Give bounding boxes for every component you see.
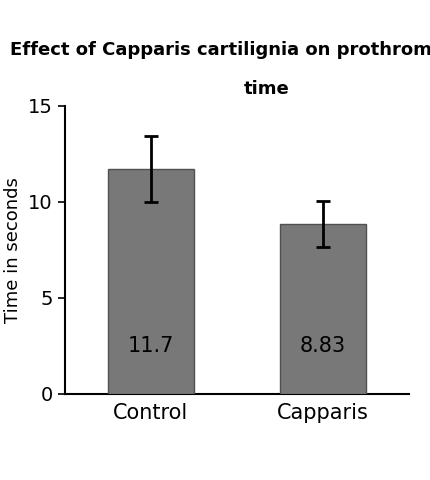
Text: 8.83: 8.83: [299, 336, 346, 356]
Text: time: time: [244, 80, 289, 98]
Text: Effect of Capparis cartilignia on prothrombin: Effect of Capparis cartilignia on prothr…: [10, 41, 430, 60]
Bar: [108, 169, 194, 394]
Text: 11.7: 11.7: [127, 336, 174, 356]
Bar: [280, 224, 366, 394]
Y-axis label: Time in seconds: Time in seconds: [4, 177, 22, 323]
